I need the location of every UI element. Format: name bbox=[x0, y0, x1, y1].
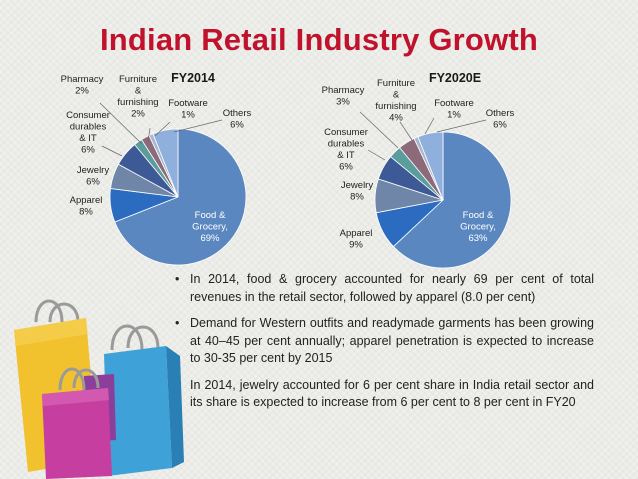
slice-label: Pharmacy 2% bbox=[61, 74, 104, 97]
leader-line bbox=[147, 127, 151, 143]
leader-line bbox=[367, 149, 386, 161]
slice-label: Food & Grocery, 69% bbox=[192, 210, 228, 244]
slice-label: Furniture & furnishing 2% bbox=[117, 74, 158, 120]
slice-label: Pharmacy 3% bbox=[322, 85, 365, 108]
leader-line bbox=[154, 121, 171, 137]
slice-label: Jewelry 8% bbox=[341, 180, 373, 203]
slice-label: Footware 1% bbox=[434, 98, 474, 121]
leader-line bbox=[359, 111, 399, 149]
blue-bag bbox=[104, 324, 184, 476]
slice-label: Apparel 8% bbox=[70, 195, 103, 218]
leader-line bbox=[436, 119, 487, 133]
slice-label: Consumer durables & IT 6% bbox=[66, 110, 110, 156]
pie-slice bbox=[417, 131, 444, 201]
leader-line bbox=[101, 145, 123, 157]
bullet-list: In 2014, food & grocery accounted for ne… bbox=[172, 271, 594, 421]
slice-label: Others 6% bbox=[486, 108, 515, 131]
slice-label: Footware 1% bbox=[168, 98, 208, 121]
slice-label: Jewelry 6% bbox=[77, 165, 109, 188]
pie-charts: Food & Grocery, 69% Apparel 8% Jewelry 6% Consu… bbox=[61, 71, 515, 269]
slide-title: Indian Retail Industry Growth bbox=[99, 22, 539, 57]
pink-bag bbox=[42, 367, 112, 479]
slice-label: Food & Grocery, 63% bbox=[460, 210, 496, 244]
shopping-bags-illustration bbox=[14, 299, 184, 479]
slice-label: Furniture & furnishing 4% bbox=[375, 78, 416, 124]
leader-line bbox=[399, 121, 413, 141]
pie-slice bbox=[114, 128, 247, 266]
bullet-item: In 2014, food & grocery accounted for ne… bbox=[172, 271, 594, 306]
pie-slice bbox=[392, 131, 512, 269]
leader-line bbox=[99, 102, 143, 145]
slice-label: Others 6% bbox=[223, 108, 252, 131]
chart-title: FY2014 bbox=[171, 71, 215, 85]
bullet-item: Demand for Western outfits and readymade… bbox=[172, 315, 594, 368]
slice-label: Consumer durables & IT 6% bbox=[324, 127, 368, 173]
pie-slice bbox=[152, 128, 179, 198]
chart-title: FY2020E bbox=[429, 71, 481, 85]
leader-line bbox=[424, 117, 435, 135]
leader-line bbox=[173, 119, 223, 133]
bullet-item: In 2014, jewelry accounted for 6 per cen… bbox=[172, 377, 594, 412]
slice-label: Apparel 9% bbox=[340, 228, 373, 251]
